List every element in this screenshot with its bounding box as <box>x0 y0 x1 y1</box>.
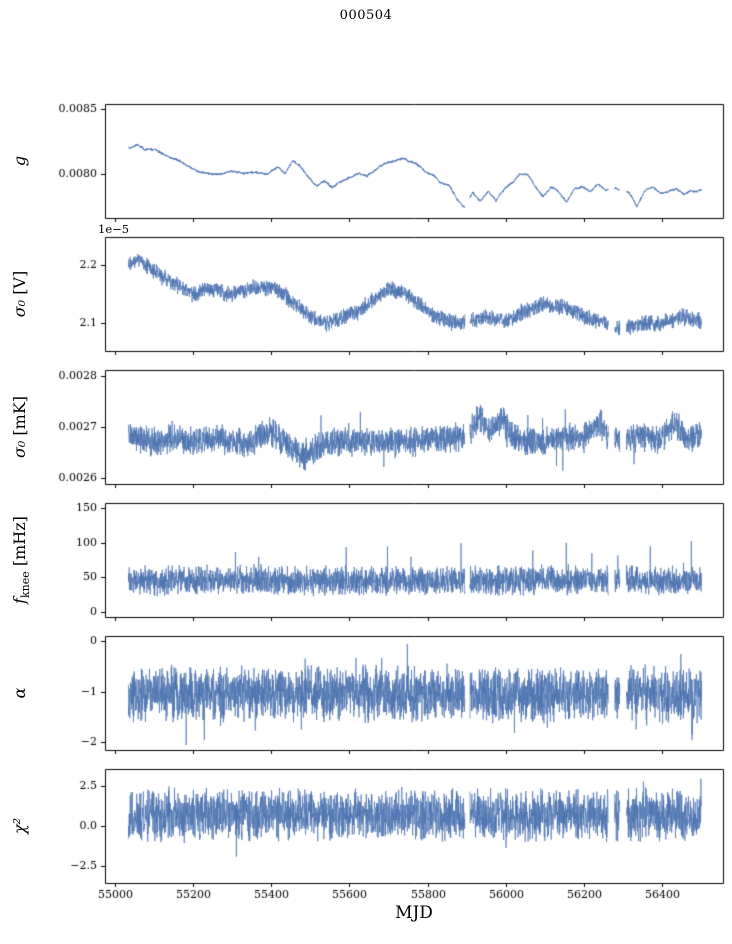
ylabel-fknee-sub: knee <box>19 571 33 598</box>
ylabel-sigma0-mk-unit: [mK] <box>9 395 29 441</box>
ylabel-fknee-unit: [mHz] <box>9 516 29 572</box>
ylabel-sigma0-v-var: σ₀ <box>9 299 29 318</box>
ylabel-sigma0-mk-var: σ₀ <box>9 440 29 459</box>
ylabel-sigma0-v-unit: [V] <box>9 270 29 300</box>
y-axis-offset-text: 1e−5 <box>98 222 130 236</box>
ylabel-alpha: α <box>10 688 32 699</box>
ylabel-fknee-var: f <box>9 597 29 604</box>
x-axis-label: MJD <box>395 903 433 923</box>
ylabel-chi2: χ² <box>10 818 32 834</box>
ylabel-g: g <box>10 156 32 166</box>
ylabel-sigma0-mk: σ₀ [mK] <box>10 396 32 458</box>
ylabel-g-var: g <box>9 155 29 167</box>
ylabel-fknee: fknee [mHz] <box>10 516 32 604</box>
ylabel-alpha-var: α <box>9 687 29 699</box>
figure-title: 000504 <box>339 8 393 23</box>
ylabel-sigma0-v: σ₀ [V] <box>10 271 32 317</box>
ylabel-chi2-var: χ² <box>9 817 29 835</box>
